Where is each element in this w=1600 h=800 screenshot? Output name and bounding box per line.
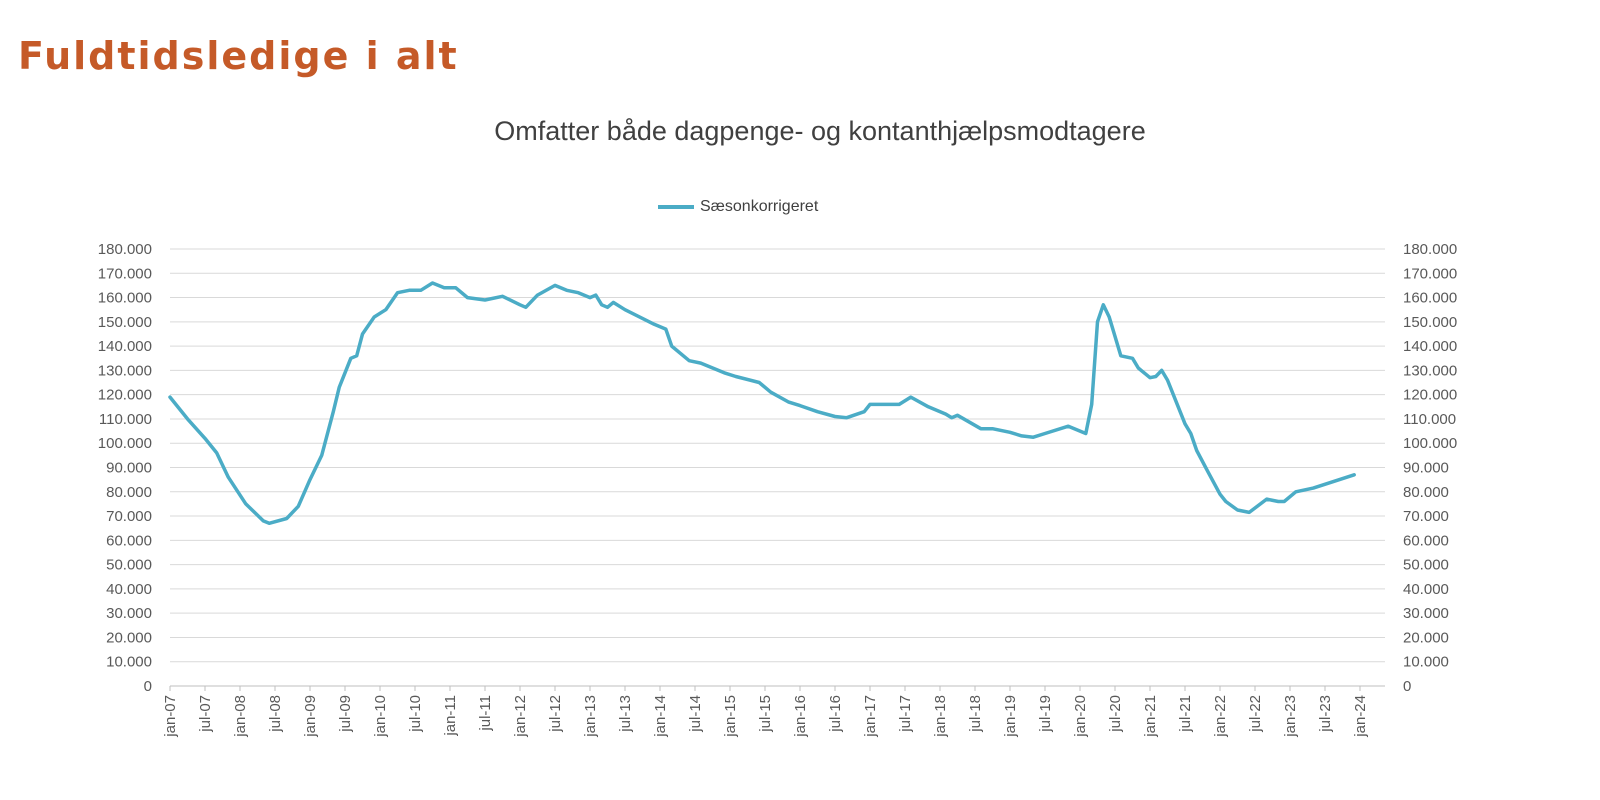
legend-label: Sæsonkorrigeret [700,198,819,215]
y-tick-label-right: 30.000 [1403,605,1449,622]
y-tick-label-right: 80.000 [1403,484,1449,501]
x-tick-label: jan-13 [582,695,599,738]
y-tick-label-right: 110.000 [1403,411,1456,428]
y-tick-label-left: 50.000 [106,557,152,574]
y-tick-label-right: 70.000 [1403,508,1449,525]
y-tick-label-left: 0 [144,678,152,695]
y-tick-label-right: 140.000 [1403,338,1457,355]
series-line-saesonkorrigeret [168,281,1356,526]
x-tick-label: jul-19 [1037,695,1054,733]
x-tick-label: jul-20 [1107,695,1124,733]
x-tick-label: jul-16 [827,695,844,733]
y-tick-label-left: 40.000 [106,581,152,598]
y-tick-label-left: 150.000 [98,314,152,331]
y-tick-label-left: 120.000 [98,387,152,404]
x-tick-label: jan-09 [302,695,319,738]
y-tick-label-left: 60.000 [106,532,152,549]
y-tick-label-left: 160.000 [98,290,152,307]
y-tick-label-right: 40.000 [1403,581,1449,598]
x-tick-label: jul-23 [1317,695,1334,733]
x-tick-label: jan-10 [372,695,389,738]
x-tick-label: jan-08 [232,695,249,738]
y-tick-label-left: 70.000 [106,508,152,525]
y-tick-label-left: 170.000 [98,265,152,282]
x-tick-label: jul-18 [967,695,984,733]
y-tick-label-right: 10.000 [1403,654,1449,671]
y-tick-label-left: 180.000 [98,241,152,258]
y-tick-label-right: 150.000 [1403,314,1457,331]
x-tick-label: jul-17 [897,695,914,733]
y-tick-label-left: 130.000 [98,362,152,379]
x-tick-label: jul-21 [1177,695,1194,733]
x-tick-label: jan-18 [932,695,949,738]
x-tick-label: jul-12 [547,695,564,733]
y-tick-label-right: 120.000 [1403,387,1457,404]
x-tick-label: jan-24 [1352,695,1369,738]
x-tick-label: jan-14 [652,695,669,738]
page-title: Fuldtidsledige i alt [18,34,459,78]
x-tick-label: jan-16 [792,695,809,738]
y-tick-label-right: 90.000 [1403,460,1449,477]
x-tick-label: jul-10 [407,695,424,733]
y-tick-label-left: 110.000 [99,411,152,428]
x-tick-label: jan-12 [512,695,529,738]
x-tick-label: jul-08 [267,695,284,733]
y-tick-label-right: 50.000 [1403,557,1449,574]
legend-swatch [658,205,694,209]
y-tick-label-left: 20.000 [106,629,152,646]
x-tick-label: jan-19 [1002,695,1019,738]
y-tick-label-left: 90.000 [106,460,152,477]
x-tick-label: jan-23 [1282,695,1299,738]
x-tick-label: jan-07 [162,695,179,738]
legend: Sæsonkorrigeret [658,198,818,216]
x-tick-label: jul-09 [337,695,354,733]
y-tick-label-right: 0 [1403,678,1411,695]
x-tick-label: jul-15 [757,695,774,733]
y-tick-label-left: 80.000 [106,484,152,501]
y-tick-label-right: 170.000 [1403,265,1457,282]
x-tick-label: jul-13 [617,695,634,733]
y-tick-label-left: 100.000 [98,435,152,452]
x-tick-label: jan-22 [1212,695,1229,738]
y-tick-label-right: 160.000 [1403,290,1457,307]
y-tick-label-right: 180.000 [1403,241,1457,258]
y-tick-label-left: 140.000 [98,338,152,355]
y-tick-label-right: 60.000 [1403,532,1449,549]
x-tick-label: jan-11 [442,695,459,737]
x-tick-label: jul-14 [687,695,704,733]
y-tick-label-right: 130.000 [1403,362,1457,379]
x-tick-label: jan-21 [1142,695,1159,738]
y-tick-label-left: 30.000 [106,605,152,622]
x-tick-label: jan-17 [862,695,879,738]
y-tick-label-right: 100.000 [1403,435,1457,452]
x-tick-label: jul-11 [477,695,494,732]
x-tick-label: jan-20 [1072,695,1089,738]
x-tick-label: jan-15 [722,695,739,738]
chart-title: Omfatter både dagpenge- og kontanthjælps… [494,116,1146,146]
x-tick-label: jul-07 [197,695,214,733]
x-tick-label: jul-22 [1247,695,1264,733]
y-tick-label-right: 20.000 [1403,629,1449,646]
y-tick-label-left: 10.000 [106,654,152,671]
